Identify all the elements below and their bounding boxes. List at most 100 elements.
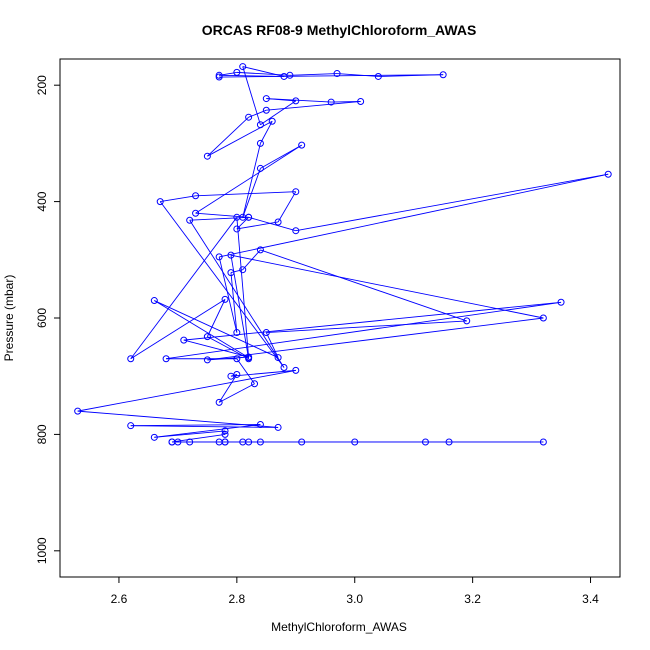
data-point: [233, 370, 241, 378]
data-point: [439, 71, 447, 79]
data-point: [245, 354, 253, 362]
y-tick-label: 1000: [35, 537, 49, 564]
data-point: [298, 438, 306, 446]
series-segment: [230, 254, 544, 319]
data-point: [127, 422, 135, 430]
data-point: [186, 438, 194, 446]
x-axis-label: MethylChloroform_AWAS: [271, 620, 407, 634]
series-segment: [289, 73, 338, 76]
data-point: [162, 355, 170, 363]
data-point: [280, 363, 288, 371]
series-segment: [248, 216, 296, 232]
x-tick-label: 3.4: [582, 592, 599, 606]
series-segment: [230, 272, 238, 333]
x-tick-label: 3.0: [346, 592, 363, 606]
data-point: [127, 355, 135, 363]
data-point: [268, 117, 276, 125]
series-segment: [218, 256, 238, 333]
series-segment: [219, 173, 609, 258]
data-point: [186, 216, 194, 224]
series-segment: [207, 336, 249, 360]
data-point: [233, 355, 241, 363]
data-point: [256, 421, 264, 429]
series-segment: [207, 317, 544, 361]
data-point: [604, 170, 612, 178]
series-segment: [195, 144, 302, 214]
data-point: [421, 438, 429, 446]
data-point: [180, 336, 188, 344]
series-segment: [242, 66, 261, 125]
x-axis: 2.6 2.8 3.0 3.2 3.4: [111, 577, 599, 606]
series-segment: [236, 358, 255, 385]
series-segment: [242, 168, 261, 218]
data-point: [233, 329, 241, 337]
series-segment: [266, 320, 467, 333]
data-point: [333, 70, 341, 78]
data-point: [239, 63, 247, 71]
data-point: [298, 141, 306, 149]
series-segment: [218, 383, 255, 403]
data-point: [445, 438, 453, 446]
data-point: [215, 73, 223, 81]
data-point: [192, 192, 200, 200]
data-point: [292, 97, 300, 105]
series-segment: [166, 301, 562, 360]
series-segment: [189, 216, 249, 221]
series-segment: [130, 298, 226, 360]
data-point: [221, 427, 229, 435]
data-point: [256, 139, 264, 147]
data-point: [539, 438, 547, 446]
data-point: [239, 213, 247, 221]
series-segment: [130, 217, 238, 360]
data-point: [168, 438, 176, 446]
data-point: [351, 438, 359, 446]
data-point: [245, 113, 253, 121]
data-point: [262, 106, 270, 114]
data-point: [150, 297, 158, 305]
data-point: [292, 188, 300, 196]
data-point: [374, 72, 382, 80]
series-segment: [130, 425, 279, 428]
series-segment: [171, 433, 226, 443]
data-point: [203, 152, 211, 160]
series-segment: [189, 219, 285, 368]
series-segment: [207, 116, 249, 157]
series-layer: [74, 63, 612, 446]
data-point: [227, 251, 235, 259]
data-point: [215, 438, 223, 446]
data-point: [292, 227, 300, 235]
series-segment: [219, 74, 444, 78]
y-tick-label: 200: [35, 75, 49, 95]
data-point: [221, 430, 229, 438]
data-point: [262, 329, 270, 337]
data-point: [239, 438, 247, 446]
series-segment: [154, 300, 279, 358]
series-segment: [277, 191, 297, 223]
series-segment: [260, 100, 297, 126]
data-point: [557, 298, 565, 306]
series-segment: [183, 339, 249, 358]
series-segment: [159, 201, 285, 368]
series-segment: [295, 173, 609, 232]
data-point: [192, 209, 200, 217]
data-point: [256, 246, 264, 254]
series-segment: [218, 374, 238, 403]
series-segment: [130, 424, 261, 427]
series-segment: [331, 101, 361, 103]
chart-title: ORCAS RF08-9 MethylChloroform_AWAS: [202, 22, 477, 38]
data-point: [251, 380, 259, 388]
data-point: [256, 438, 264, 446]
series-segment: [207, 120, 273, 157]
data-point: [256, 121, 264, 129]
data-point: [156, 198, 164, 206]
series-segment: [77, 369, 296, 412]
series-segment: [236, 221, 279, 230]
data-point: [274, 354, 282, 362]
data-point: [539, 314, 547, 322]
data-point: [221, 295, 229, 303]
series-segment: [230, 369, 296, 377]
series-segment: [206, 299, 226, 337]
series-segment: [260, 144, 302, 169]
series-segment: [266, 101, 361, 111]
data-point: [233, 225, 241, 233]
